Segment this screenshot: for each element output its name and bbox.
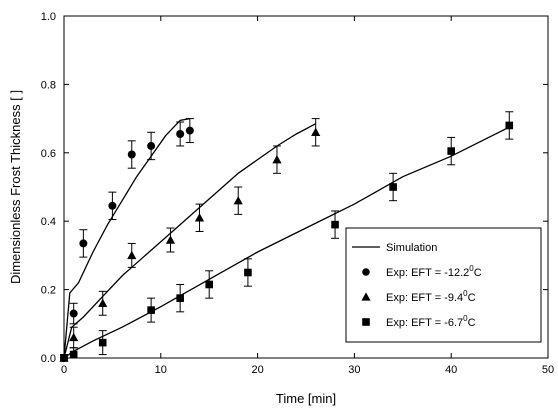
data-point-square xyxy=(331,220,339,229)
legend-circle-marker xyxy=(362,268,370,276)
data-point-triangle xyxy=(272,155,282,164)
data-point-square xyxy=(69,350,78,359)
simulation-lines xyxy=(63,117,510,359)
x-tick-label: 10 xyxy=(155,364,167,376)
x-tick-label: 20 xyxy=(251,364,263,376)
simulation-line xyxy=(63,117,190,359)
legend-square-label: Exp: EFT = -6.70C xyxy=(386,314,476,329)
data-point-circle xyxy=(108,201,117,210)
legend-triangle-label: Exp: EFT = -9.40C xyxy=(386,289,476,304)
y-tick-label: 0.4 xyxy=(41,216,56,228)
data-point-square xyxy=(447,147,455,155)
y-tick-label: 0.2 xyxy=(41,285,56,297)
x-tick-label: 50 xyxy=(542,364,554,376)
data-point-triangle xyxy=(194,213,205,222)
data-points xyxy=(59,121,514,362)
y-tick-label: 0.0 xyxy=(41,353,56,365)
legend-circle-unit: C xyxy=(474,267,482,279)
y-tick-label: 1.0 xyxy=(41,11,56,23)
y-axis-title: Dimensionless Frost Thickness [ ] xyxy=(8,90,23,284)
data-point-circle xyxy=(79,239,88,248)
legend-circle-label: Exp: EFT = -12.20C xyxy=(386,264,482,279)
plot-frame xyxy=(63,15,549,359)
x-axis-title: Time [min] xyxy=(276,391,336,406)
data-point-circle xyxy=(176,129,185,138)
data-point-circle xyxy=(69,309,78,318)
legend-triangle-prefix: Exp: EFT = -9.4 xyxy=(386,292,463,304)
axes: 0 10 20 30 40 50 0.0 0.2 0.4 0.6 0.8 1.0 xyxy=(41,11,554,376)
legend-triangle-unit: C xyxy=(468,292,476,304)
legend-square-degree: 0 xyxy=(463,314,468,323)
data-point-square xyxy=(205,280,213,289)
x-tick-label: 30 xyxy=(348,364,360,376)
data-point-circle xyxy=(127,150,136,159)
legend-square-marker xyxy=(362,318,370,326)
legend-square-prefix: Exp: EFT = -6.7 xyxy=(386,317,463,329)
data-point-triangle xyxy=(165,235,176,244)
legend: Simulation Exp: EFT = -12.20C Exp: EFT =… xyxy=(345,227,542,343)
data-point-square xyxy=(389,183,397,191)
data-point-triangle xyxy=(127,250,137,260)
y-tick-label: 0.6 xyxy=(41,148,56,160)
x-tick-label: 40 xyxy=(445,364,457,376)
data-point-triangle xyxy=(98,298,108,307)
legend-circle-degree: 0 xyxy=(469,264,474,273)
legend-triangle-degree: 0 xyxy=(463,289,468,298)
data-point-circle xyxy=(147,141,156,150)
data-point-triangle xyxy=(233,196,243,205)
data-point-square xyxy=(60,354,68,362)
simulation-line xyxy=(63,123,317,359)
legend-square-unit: C xyxy=(468,317,476,329)
data-point-square xyxy=(505,121,514,130)
data-point-square xyxy=(98,338,107,347)
data-point-triangle xyxy=(69,332,79,342)
simulation-line xyxy=(63,126,510,359)
data-point-square xyxy=(147,306,155,314)
data-point-square xyxy=(176,294,184,302)
data-point-triangle xyxy=(311,127,321,136)
data-point-circle xyxy=(185,126,194,135)
data-point-square xyxy=(244,268,252,277)
legend-circle-prefix: Exp: EFT = -12.2 xyxy=(386,267,469,279)
y-tick-label: 0.8 xyxy=(41,79,56,91)
x-tick-label: 0 xyxy=(61,364,67,376)
legend-triangle-marker xyxy=(361,292,371,301)
legend-simulation-label: Simulation xyxy=(386,242,437,254)
